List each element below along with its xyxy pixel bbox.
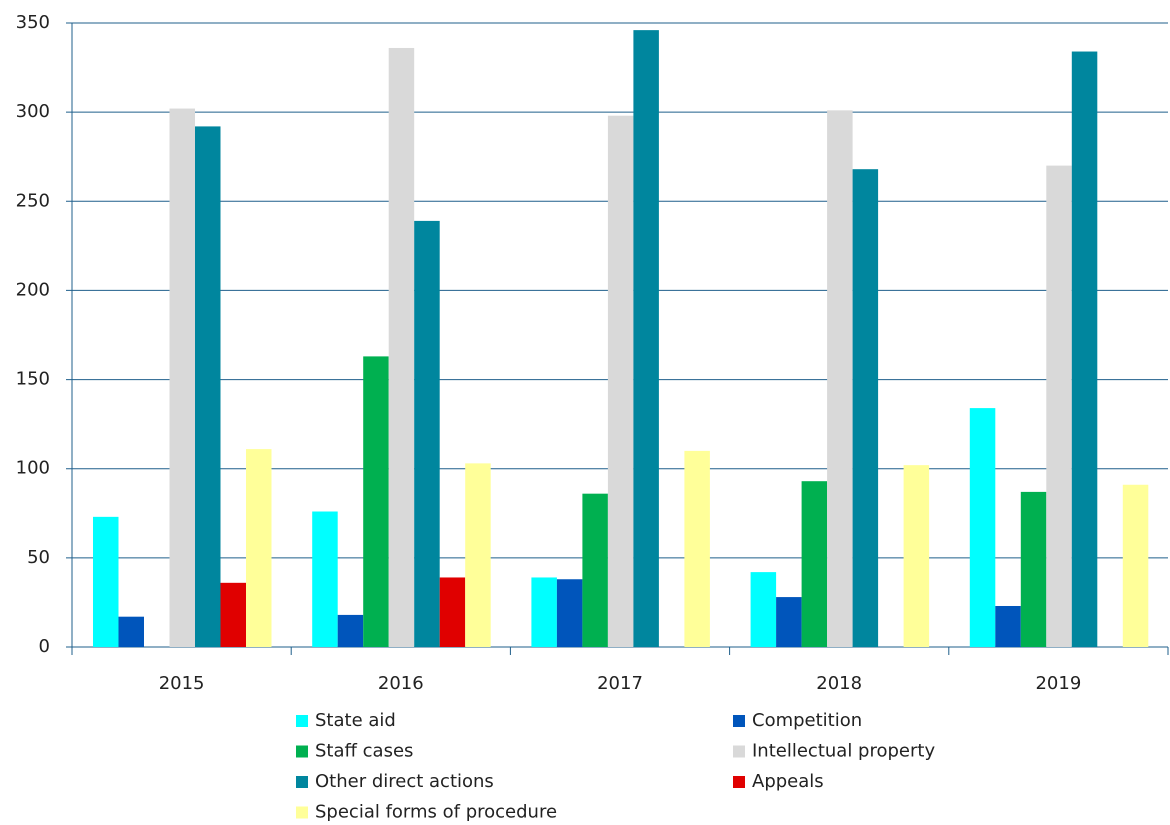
bar bbox=[607, 115, 634, 648]
x-tick-label: 2017 bbox=[597, 673, 643, 694]
bar bbox=[414, 220, 440, 647]
y-tick-label: 200 bbox=[16, 279, 50, 300]
bar bbox=[750, 572, 777, 647]
bar bbox=[1046, 165, 1072, 647]
bar bbox=[220, 582, 246, 647]
bar bbox=[776, 597, 802, 647]
bar bbox=[439, 577, 466, 647]
y-tick-label: 150 bbox=[16, 369, 50, 390]
bar bbox=[118, 616, 144, 647]
bar bbox=[633, 30, 659, 648]
legend-label: Intellectual property bbox=[752, 741, 935, 762]
x-tick-label: 2015 bbox=[159, 673, 205, 694]
bar bbox=[531, 577, 557, 647]
legend-label: Other direct actions bbox=[315, 771, 494, 792]
bar bbox=[169, 108, 195, 647]
legend-swatch bbox=[733, 745, 745, 758]
y-tick-label: 350 bbox=[16, 12, 50, 33]
bar bbox=[363, 356, 389, 647]
bar bbox=[995, 605, 1021, 647]
x-tick-label: 2019 bbox=[1035, 673, 1081, 694]
legend-label: State aid bbox=[315, 710, 396, 731]
y-tick-label: 50 bbox=[27, 547, 50, 568]
bar bbox=[312, 511, 338, 647]
legend-swatch bbox=[296, 715, 308, 727]
bar bbox=[801, 481, 828, 647]
bar bbox=[684, 450, 710, 647]
bar bbox=[93, 516, 119, 647]
bar bbox=[465, 463, 491, 647]
bar bbox=[903, 465, 930, 647]
legend-swatch bbox=[296, 745, 308, 758]
bar bbox=[827, 110, 853, 648]
bar bbox=[195, 126, 221, 648]
bar bbox=[388, 47, 415, 647]
y-tick-label: 250 bbox=[16, 190, 50, 211]
legend-swatch bbox=[733, 776, 745, 788]
y-tick-label: 0 bbox=[39, 636, 50, 657]
bar bbox=[556, 579, 583, 647]
x-tick-label: 2016 bbox=[378, 673, 424, 694]
x-tick-label: 2018 bbox=[816, 673, 862, 694]
bar bbox=[1122, 484, 1149, 647]
bar bbox=[246, 449, 272, 647]
bar bbox=[582, 493, 608, 647]
legend-swatch bbox=[296, 806, 308, 819]
bar bbox=[1071, 51, 1098, 648]
legend-swatch bbox=[296, 776, 308, 788]
legend-label: Competition bbox=[752, 710, 862, 731]
bar bbox=[852, 169, 879, 648]
legend-label: Staff cases bbox=[315, 741, 413, 762]
legend-swatch bbox=[733, 715, 745, 727]
legend-label: Appeals bbox=[752, 771, 824, 792]
legend-label: Special forms of procedure bbox=[315, 802, 557, 823]
y-tick-label: 300 bbox=[16, 101, 50, 122]
bar bbox=[969, 408, 996, 647]
y-tick-label: 100 bbox=[16, 458, 50, 479]
bar bbox=[337, 614, 364, 647]
bar bbox=[1020, 491, 1047, 647]
